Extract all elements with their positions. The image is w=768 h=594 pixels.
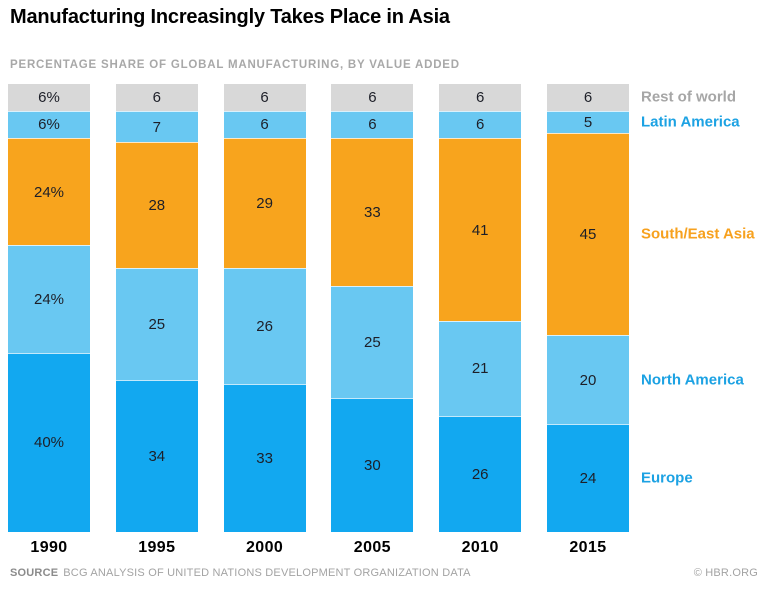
segment-rest-of-world: 6 bbox=[223, 84, 306, 111]
bar-column-2000: 6 6 29 26 33 2000 bbox=[223, 84, 306, 560]
bar-stack-1995: 6 7 28 25 34 bbox=[115, 84, 198, 532]
segment-latin-america: 6 bbox=[439, 110, 522, 138]
segment-rest-of-world: 6% bbox=[8, 84, 90, 111]
segment-north-america: 26 bbox=[223, 267, 306, 385]
segment-europe: 26 bbox=[439, 415, 522, 532]
bar-column-1990: 6% 6% 24% 24% 40% 1990 bbox=[8, 84, 90, 560]
bar-stack-2005: 6 6 33 25 30 bbox=[331, 84, 414, 532]
bar-column-2015: 6 5 45 20 24 2015 bbox=[546, 84, 629, 560]
x-axis-label-1990: 1990 bbox=[30, 539, 68, 556]
segment-north-america: 25 bbox=[331, 285, 414, 398]
segment-north-america: 24% bbox=[8, 245, 90, 353]
chart-legend: Rest of world Latin America South/East Asi… bbox=[641, 84, 767, 532]
legend-north-america: North America bbox=[641, 371, 744, 389]
segment-south-east-asia: 24% bbox=[8, 137, 90, 246]
bar-stack-1990: 6% 6% 24% 24% 40% bbox=[8, 84, 90, 532]
segment-south-east-asia: 33 bbox=[331, 137, 414, 286]
segment-rest-of-world: 6 bbox=[546, 84, 629, 111]
x-axis-label-2000: 2000 bbox=[245, 539, 284, 556]
segment-latin-america: 6 bbox=[223, 110, 306, 138]
bar-stack-2000: 6 6 29 26 33 bbox=[223, 84, 306, 532]
segment-europe: 40% bbox=[8, 352, 90, 532]
segment-north-america: 25 bbox=[115, 267, 198, 380]
segment-south-east-asia: 41 bbox=[439, 137, 522, 322]
segment-south-east-asia: 29 bbox=[223, 137, 306, 268]
bar-stack-2015: 6 5 45 20 24 bbox=[546, 84, 629, 532]
stacked-bar-chart: 6% 6% 24% 24% 40% 1990 6 7 28 25 34 1995 6 6 29 26 33 200… bbox=[8, 84, 629, 560]
segment-rest-of-world: 6 bbox=[331, 84, 414, 111]
x-axis-label-1995: 1995 bbox=[138, 539, 176, 556]
chart-footer: SOURCE BCG ANALYSIS OF UNITED NATIONS DEV… bbox=[10, 567, 758, 583]
source-text: BCG ANALYSIS OF UNITED NATIONS DEVELOPME… bbox=[63, 567, 471, 579]
segment-europe: 30 bbox=[331, 397, 414, 532]
legend-south-east-asia: South/East Asia bbox=[641, 225, 755, 243]
page-title: Manufacturing Increasingly Takes Place i… bbox=[10, 6, 450, 28]
legend-europe: Europe bbox=[641, 469, 693, 487]
segment-europe: 34 bbox=[115, 379, 198, 532]
segment-rest-of-world: 6 bbox=[439, 84, 522, 111]
chart-subtitle: PERCENTAGE SHARE OF GLOBAL MANUFACTURING… bbox=[10, 59, 460, 71]
x-axis-label-2010: 2010 bbox=[461, 539, 499, 556]
segment-south-east-asia: 45 bbox=[546, 133, 629, 335]
x-axis-label-2015: 2015 bbox=[569, 539, 607, 556]
segment-latin-america: 6 bbox=[331, 110, 414, 138]
bar-stack-2010: 6 6 41 21 26 bbox=[439, 84, 522, 532]
legend-latin-america: Latin America bbox=[641, 113, 740, 131]
segment-europe: 24 bbox=[546, 424, 629, 532]
segment-north-america: 20 bbox=[546, 334, 629, 425]
source-label: SOURCE bbox=[10, 567, 59, 579]
segment-north-america: 21 bbox=[439, 321, 522, 416]
segment-latin-america: 6% bbox=[8, 110, 90, 138]
bar-column-1995: 6 7 28 25 34 1995 bbox=[115, 84, 198, 560]
credit-text: © HBR.ORG bbox=[693, 567, 758, 579]
segment-latin-america: 7 bbox=[115, 110, 198, 143]
bar-column-2005: 6 6 33 25 30 2005 bbox=[331, 84, 414, 560]
x-axis-label-2005: 2005 bbox=[353, 539, 391, 556]
bar-column-2010: 6 6 41 21 26 2010 bbox=[439, 84, 522, 560]
segment-europe: 33 bbox=[223, 384, 306, 532]
legend-rest-of-world: Rest of world bbox=[641, 88, 737, 106]
segment-south-east-asia: 28 bbox=[115, 142, 198, 268]
segment-latin-america: 5 bbox=[546, 110, 629, 134]
segment-rest-of-world: 6 bbox=[115, 84, 198, 111]
